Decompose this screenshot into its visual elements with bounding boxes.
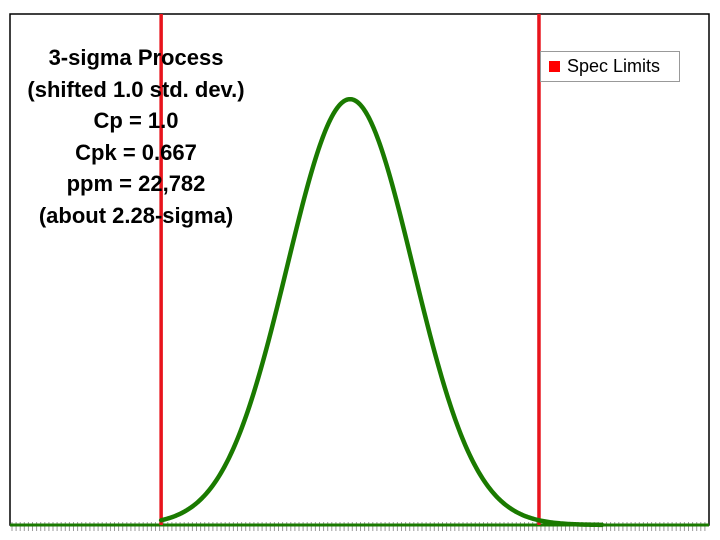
curve-point: [474, 466, 478, 470]
curve-point: [411, 265, 415, 269]
annotation-line-sigma: (about 2.28-sigma): [38, 202, 234, 228]
legend: Spec Limits: [540, 51, 680, 82]
process-annotation: 3-sigma Process (shifted 1.0 std. dev.) …: [0, 42, 272, 231]
curve-point: [600, 523, 604, 527]
curve-point: [317, 147, 321, 151]
curve-point: [537, 518, 541, 522]
curve-point: [395, 202, 399, 206]
curve-point: [348, 97, 352, 101]
curve-point: [254, 385, 258, 389]
curve-point: [332, 110, 336, 114]
annotation-line-cp: Cp = 1.0: [93, 108, 179, 133]
plot-area: [9, 13, 710, 526]
annotation-line-title: 3-sigma Process: [48, 45, 224, 70]
curve-point: [380, 147, 384, 151]
curve-point: [191, 504, 195, 508]
legend-label-spec-limits: Spec Limits: [567, 56, 661, 76]
annotation-line-cpk: Cpk = 0.667: [75, 139, 197, 165]
annotation-line-shift: (shifted 1.0 std. dev.): [27, 76, 245, 102]
curve-point: [285, 265, 289, 269]
curve-point: [568, 522, 572, 526]
curve-point: [505, 504, 509, 508]
normal-distribution-curve: [158, 96, 605, 528]
legend-swatch-spec-limits: [549, 61, 560, 72]
curve-point: [301, 202, 305, 206]
curve-point: [222, 466, 226, 470]
curve-point: [364, 110, 368, 114]
curve-point: [443, 385, 447, 389]
curve-point: [159, 518, 163, 522]
annotation-line-ppm: ppm = 22,782: [66, 171, 206, 196]
